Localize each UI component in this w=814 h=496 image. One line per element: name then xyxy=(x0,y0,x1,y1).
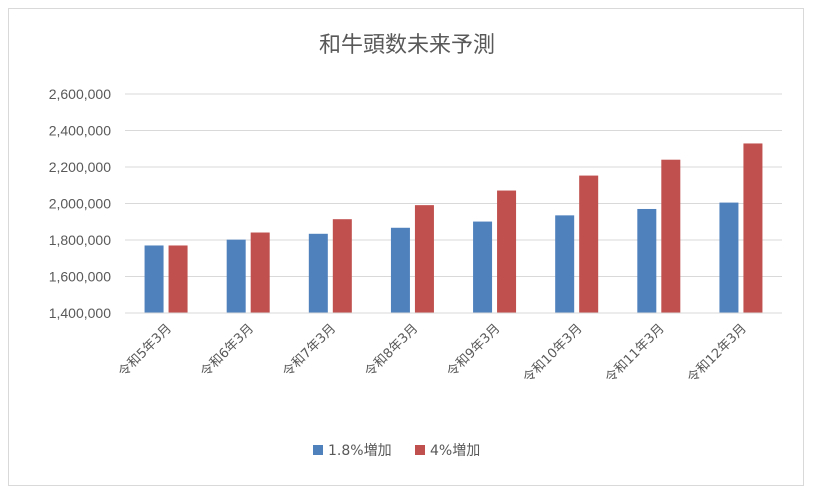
x-axis: 令和5年3月 令和6年3月 令和7年3月 令和8年3月 令和9年3月 令和10年3月 令和1… xyxy=(116,312,782,386)
chart-title: 和牛頭数未来予測 xyxy=(319,33,495,58)
legend-label: 4%増加 xyxy=(430,443,480,459)
bar-series-2 xyxy=(168,245,188,313)
bar-series-1 xyxy=(719,202,739,313)
y-tick-label: 2,600,000 xyxy=(49,86,111,102)
legend-swatch xyxy=(313,445,323,455)
bar-series-2 xyxy=(497,190,517,313)
x-tick-label: 令和9年3月 xyxy=(444,321,503,380)
bar-series-2 xyxy=(332,219,352,313)
bar-series-2 xyxy=(414,205,434,313)
bar-series-1 xyxy=(226,239,246,313)
x-tick-label: 令和11年3月 xyxy=(603,321,668,386)
x-tick-label: 令和8年3月 xyxy=(362,321,421,380)
bar-series-1 xyxy=(308,233,328,313)
bar-series-2 xyxy=(250,232,270,313)
y-tick-label: 2,000,000 xyxy=(49,196,111,212)
y-tick-label: 1,400,000 xyxy=(49,305,111,321)
bar-series-2 xyxy=(661,159,681,313)
legend-swatch xyxy=(415,445,425,455)
x-tick-label: 令和12年3月 xyxy=(685,321,750,386)
x-tick-label: 令和7年3月 xyxy=(280,321,339,380)
bar-series-2 xyxy=(579,175,599,313)
bar-series-1 xyxy=(144,245,164,313)
y-tick-label: 2,400,000 xyxy=(49,123,111,139)
gridlines xyxy=(125,93,782,314)
x-tick-label: 令和10年3月 xyxy=(521,321,586,386)
bar-series-1 xyxy=(390,227,410,313)
legend: 1.8%増加 4%増加 xyxy=(313,443,480,459)
y-axis: 1,400,000 1,600,000 1,800,000 2,000,000 2,20… xyxy=(49,86,111,321)
y-tick-label: 1,800,000 xyxy=(49,232,111,248)
bar-series-1 xyxy=(637,208,657,313)
bar-series-1 xyxy=(473,221,493,313)
x-tick-label: 令和5年3月 xyxy=(116,321,175,380)
x-tick-label: 令和6年3月 xyxy=(198,321,257,380)
bar-series-1 xyxy=(555,215,575,313)
y-tick-label: 2,200,000 xyxy=(49,159,111,175)
legend-label: 1.8%増加 xyxy=(328,443,392,459)
bar-series-2 xyxy=(743,143,763,313)
bars xyxy=(144,143,763,313)
y-tick-label: 1,600,000 xyxy=(49,269,111,285)
